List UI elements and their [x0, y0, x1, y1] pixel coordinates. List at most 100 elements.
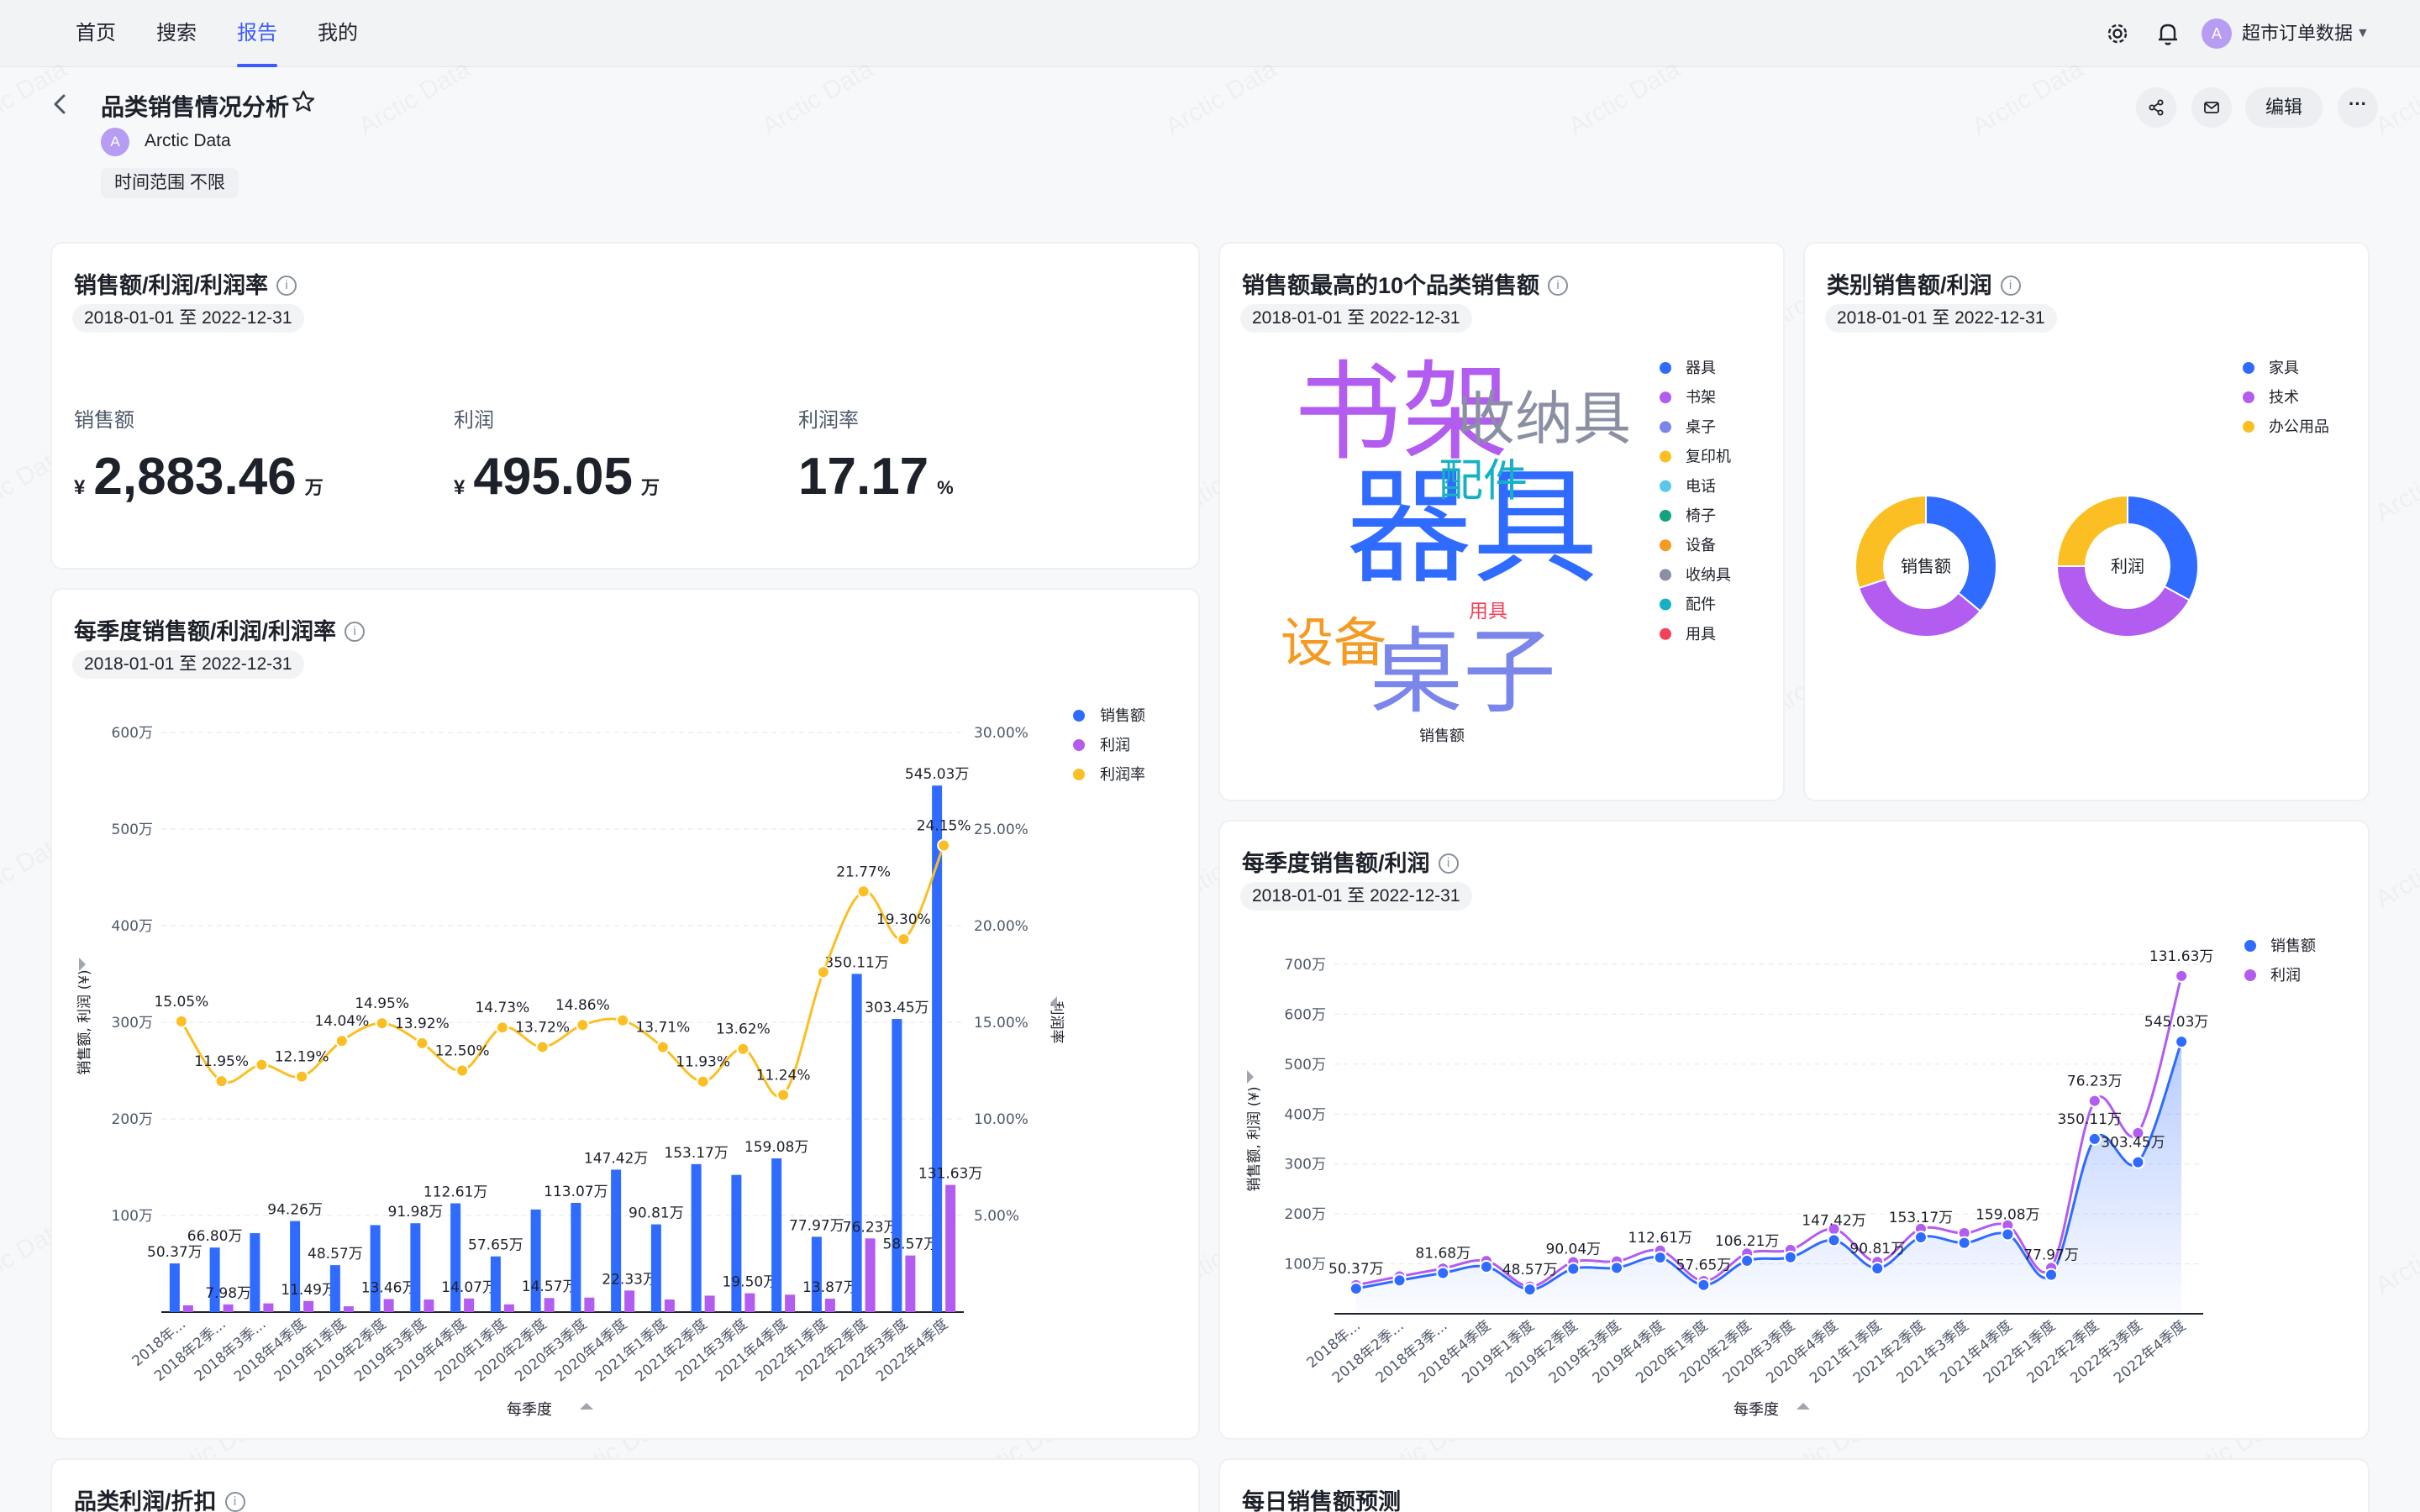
- point-label-sales: 153.17万: [1889, 1210, 1953, 1226]
- quarterly-area-card: 每季度销售额/利润 i 2018-01-01 至 2022-12-31 100万 2…: [1218, 820, 2370, 1440]
- legend-label: 器具: [1686, 360, 1716, 377]
- nav-item-search[interactable]: 搜索: [156, 22, 197, 45]
- card-title-text: 销售额最高的10个品类销售额: [1242, 273, 1540, 298]
- bar-label-sales: 303.45万: [865, 1000, 929, 1016]
- bar-profit: [824, 1299, 835, 1312]
- point-label-sales: 50.37万: [1328, 1261, 1384, 1278]
- point-label-sales: 147.42万: [1802, 1212, 1865, 1229]
- bar-label-sales: 545.03万: [905, 766, 969, 783]
- point-label-margin: 13.71%: [635, 1020, 690, 1037]
- point-label-margin: 11.24%: [756, 1067, 811, 1084]
- mail-button[interactable]: [2191, 87, 2232, 128]
- point-margin: [455, 1063, 470, 1078]
- bar-profit: [704, 1295, 715, 1312]
- y-tick-label: 100万: [112, 1208, 153, 1225]
- bar-sales: [329, 1265, 340, 1312]
- legend-label: 利润: [2270, 967, 2301, 984]
- kpi-label-profit: 利润: [454, 409, 494, 432]
- bar-profit: [744, 1293, 755, 1312]
- legend-dot: [1660, 480, 1671, 492]
- y2-tick-label: 25.00%: [974, 822, 1028, 838]
- point-label-margin: 13.92%: [395, 1016, 450, 1032]
- point-margin: [736, 1042, 750, 1056]
- point-margin: [776, 1088, 791, 1102]
- word-7: 设备: [1281, 612, 1386, 674]
- bar-profit: [785, 1294, 796, 1312]
- bell-icon[interactable]: [2151, 17, 2185, 50]
- share-button[interactable]: [2136, 87, 2176, 128]
- y2-tick-label: 30.00%: [974, 725, 1028, 742]
- daily-sales-forecast-card: 每日销售额预测: [1218, 1458, 2370, 1512]
- bar-sales: [571, 1202, 581, 1312]
- card-title-text: 类别销售额/利润: [1827, 273, 1992, 298]
- point-margin: [937, 838, 951, 853]
- kpi-unit: 万: [641, 477, 660, 498]
- watermark-text: Arctic Data: [1967, 55, 2088, 142]
- legend-label: 家具: [2269, 360, 2299, 377]
- legend-label: 用具: [1686, 626, 1716, 643]
- category-profit-discount-card: 品类利润/折扣 i: [50, 1458, 1200, 1512]
- bar-sales: [209, 1247, 220, 1312]
- info-icon[interactable]: i: [345, 621, 366, 642]
- bar-profit: [584, 1297, 595, 1312]
- point-label-margin: 21.77%: [836, 864, 891, 880]
- bar-sales: [851, 974, 862, 1312]
- point-margin: [255, 1058, 269, 1072]
- point-label-margin: 14.95%: [355, 995, 409, 1012]
- watermark-text: Arctic Data: [1564, 55, 1685, 142]
- point-sales: [1523, 1283, 1537, 1297]
- x-axis-title: 每季度: [1733, 1401, 1779, 1419]
- info-icon[interactable]: i: [1548, 275, 1569, 296]
- gear-icon[interactable]: [2101, 17, 2134, 50]
- area-sales: [1355, 1042, 2182, 1314]
- point-sales: [1566, 1262, 1581, 1276]
- point-profit: [2087, 1094, 2102, 1108]
- info-icon[interactable]: i: [2000, 275, 2021, 296]
- watermark-text: Arctic Data: [2370, 828, 2420, 915]
- user-avatar[interactable]: A: [2202, 18, 2232, 49]
- point-label-sales: 90.04万: [1546, 1241, 1602, 1257]
- point-label-sales: 57.65万: [1676, 1257, 1732, 1274]
- point-label-margin: 13.72%: [515, 1019, 570, 1036]
- bar-sales: [169, 1263, 180, 1312]
- legend-dot: [1660, 362, 1671, 374]
- nav-item-report[interactable]: 报告: [237, 0, 277, 67]
- nav-item-home[interactable]: 首页: [76, 22, 116, 45]
- point-label-sales: 48.57万: [1502, 1262, 1558, 1278]
- datasource-name[interactable]: 超市订单数据: [2242, 23, 2354, 44]
- legend-label: 椅子: [1686, 507, 1716, 525]
- legend-label: 利润率: [1100, 766, 1145, 784]
- category-donut-card: 类别销售额/利润 i 2018-01-01 至 2022-12-31 销售额 利润 家…: [1803, 242, 2370, 801]
- time-range-filter[interactable]: 时间范围 不限: [101, 168, 239, 198]
- y2-axis-title: 利润率: [1048, 1001, 1065, 1044]
- edit-button[interactable]: 编辑: [2245, 87, 2323, 128]
- y-tick-label: 200万: [112, 1111, 153, 1128]
- point-label-sales: 81.68万: [1415, 1245, 1470, 1262]
- info-icon[interactable]: i: [276, 275, 297, 296]
- point-margin: [856, 885, 871, 899]
- card-title: 每季度销售额/利润/利润率 i: [74, 613, 366, 646]
- donut-slice: [1857, 578, 1982, 638]
- kpi-number: 2,883.46: [93, 448, 297, 506]
- caret-down-icon[interactable]: ▼: [2356, 26, 2370, 40]
- bar-profit: [263, 1303, 274, 1312]
- more-button[interactable]: ···: [2338, 87, 2378, 128]
- sort-caret-icon: [580, 1403, 593, 1410]
- info-icon[interactable]: i: [1438, 853, 1459, 874]
- bar-profit: [424, 1299, 434, 1312]
- point-label-sales: 106.21万: [1715, 1233, 1779, 1250]
- y-tick-label: 600万: [112, 725, 153, 742]
- back-arrow-icon[interactable]: [47, 87, 74, 121]
- nav-item-mine[interactable]: 我的: [318, 22, 358, 45]
- card-title-text: 销售额/利润/利润率: [74, 273, 269, 298]
- point-sales: [1610, 1261, 1624, 1275]
- point-label-margin: 11.93%: [676, 1054, 730, 1071]
- legend-label: 桌子: [1686, 418, 1716, 436]
- legend-dot: [1660, 627, 1671, 640]
- bar-label-sales: 48.57万: [308, 1246, 363, 1263]
- info-icon[interactable]: i: [224, 1491, 245, 1512]
- star-icon[interactable]: [289, 87, 318, 116]
- bar-label-sales: 350.11万: [824, 954, 888, 971]
- sort-caret-icon: [1797, 1403, 1810, 1410]
- legend-dot: [1073, 710, 1085, 722]
